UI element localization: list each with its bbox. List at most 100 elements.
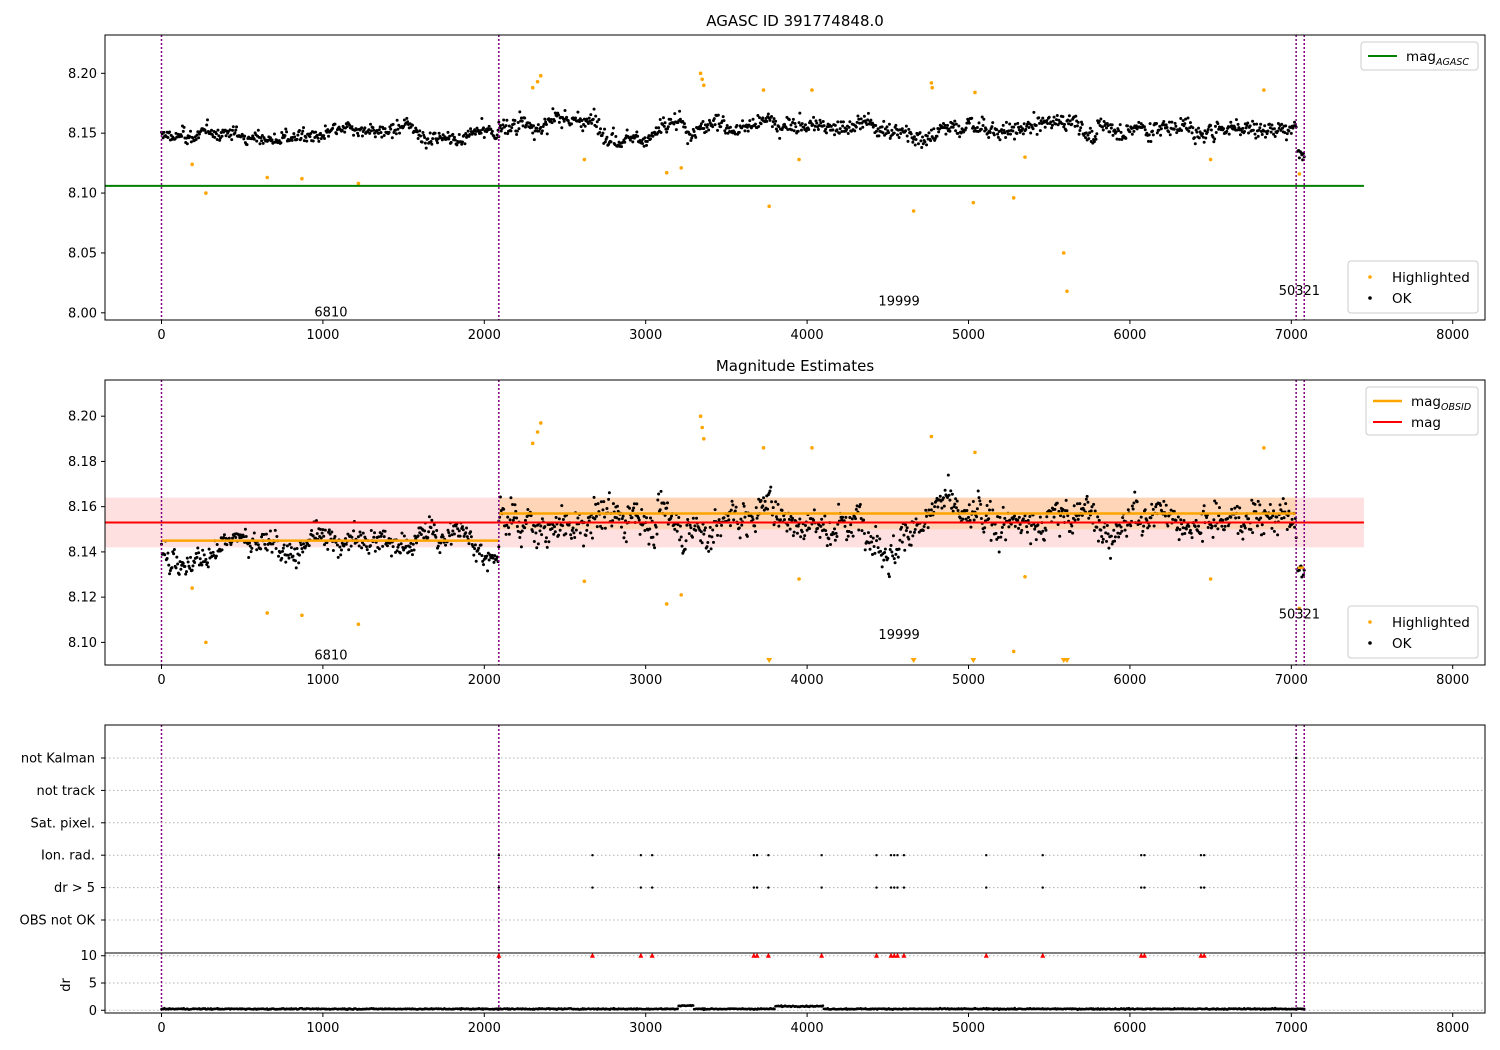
ok-point (724, 126, 728, 130)
ok-point (1088, 126, 1092, 130)
ok-point (412, 548, 416, 552)
ok-point (1139, 515, 1143, 519)
ok-point (869, 118, 873, 122)
ok-point (1140, 533, 1144, 537)
ok-point (908, 530, 912, 534)
ok-point (193, 560, 197, 564)
ok-point (787, 517, 791, 521)
ok-point (1084, 497, 1088, 501)
ok-point (1096, 515, 1100, 519)
ok-point (1243, 130, 1247, 134)
ok-point (477, 546, 481, 550)
ok-point (630, 516, 634, 520)
ok-point (1190, 131, 1194, 135)
ok-point (759, 122, 763, 126)
ok-point (952, 505, 956, 509)
ok-point (545, 132, 549, 136)
ok-point (526, 508, 530, 512)
ok-point (694, 528, 698, 532)
ok-point (1195, 130, 1199, 134)
ok-point (1013, 137, 1017, 141)
ok-point (189, 555, 193, 559)
ok-point (723, 129, 727, 133)
ok-point (991, 508, 995, 512)
ok-point (1145, 519, 1149, 523)
ok-point (988, 499, 992, 503)
ok-point (579, 125, 583, 129)
ok-point (1168, 133, 1172, 137)
dr-flag-point (1201, 952, 1207, 958)
ok-point (586, 121, 590, 125)
ok-point (1055, 501, 1059, 505)
ok-point (609, 140, 613, 144)
ok-point (651, 134, 655, 138)
ok-point (943, 123, 947, 127)
ok-point (757, 497, 761, 501)
ok-point (866, 118, 870, 122)
dr-flag-point (983, 952, 989, 958)
ok-point (716, 113, 720, 117)
ok-point (611, 131, 615, 135)
highlighted-point (1011, 649, 1016, 654)
ok-point (214, 132, 218, 136)
ok-point (849, 523, 853, 527)
ok-point (1190, 536, 1194, 540)
ok-point (567, 523, 571, 527)
ok-point (509, 496, 513, 500)
flag-point (1294, 756, 1298, 760)
ok-point (1212, 518, 1216, 522)
ok-point (858, 127, 862, 131)
ok-point (798, 517, 802, 521)
highlighted-point (664, 602, 669, 606)
highlighted-point (538, 421, 543, 425)
ok-point (870, 540, 874, 544)
ok-point (599, 500, 603, 504)
ok-point (378, 125, 382, 129)
ok-point (268, 136, 272, 140)
ok-point (200, 563, 204, 567)
ok-point (1203, 129, 1207, 133)
ok-point (277, 139, 281, 143)
ok-point (398, 131, 402, 135)
ok-point (289, 552, 293, 556)
ok-point (726, 514, 730, 518)
ok-point (1270, 123, 1274, 127)
ok-point (191, 136, 195, 140)
ok-point (792, 129, 796, 133)
ok-point (900, 127, 904, 131)
ok-point (594, 114, 598, 118)
ok-point (737, 130, 741, 134)
ok-point (658, 118, 662, 122)
ok-point (1025, 525, 1029, 529)
ok-point (436, 137, 440, 141)
legend-mag-text: mag (1411, 394, 1441, 410)
ok-point (1241, 126, 1245, 130)
ok-point (423, 529, 427, 533)
ok-point (946, 123, 950, 127)
ok-point (552, 532, 556, 536)
ok-point (960, 127, 964, 131)
flag-point (639, 854, 643, 857)
legend-box (1347, 260, 1479, 314)
ok-point (648, 527, 652, 531)
ok-point (215, 138, 219, 142)
ok-point (1213, 524, 1217, 528)
ok-point (1027, 126, 1031, 130)
ok-point (183, 565, 187, 569)
ok-point (1286, 514, 1290, 518)
ok-point (967, 515, 971, 519)
ok-point (197, 132, 201, 136)
ok-point (965, 121, 969, 125)
ok-point (867, 541, 871, 545)
ok-point (829, 542, 833, 546)
ok-point (897, 547, 901, 551)
ok-point (877, 134, 881, 138)
ok-point (895, 133, 899, 137)
ok-point (1038, 121, 1042, 125)
ok-point (518, 110, 522, 114)
ok-point (1068, 529, 1072, 533)
ok-point (1255, 516, 1259, 520)
ok-point (854, 125, 858, 129)
ok-point (611, 126, 615, 130)
ok-point (182, 125, 186, 129)
